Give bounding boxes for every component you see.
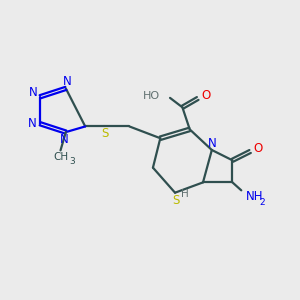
Text: N: N (28, 117, 36, 130)
Text: 3: 3 (69, 157, 75, 166)
Text: 2: 2 (259, 198, 265, 207)
Text: S: S (172, 194, 179, 207)
Text: NH: NH (246, 190, 263, 203)
Text: H: H (181, 189, 188, 199)
Text: N: N (208, 137, 217, 150)
Text: CH: CH (53, 152, 69, 162)
Text: N: N (29, 86, 38, 99)
Text: O: O (254, 142, 263, 155)
Text: N: N (60, 133, 69, 146)
Text: N: N (63, 75, 72, 88)
Text: S: S (101, 127, 109, 140)
Text: HO: HO (143, 91, 160, 100)
Text: O: O (201, 89, 211, 102)
